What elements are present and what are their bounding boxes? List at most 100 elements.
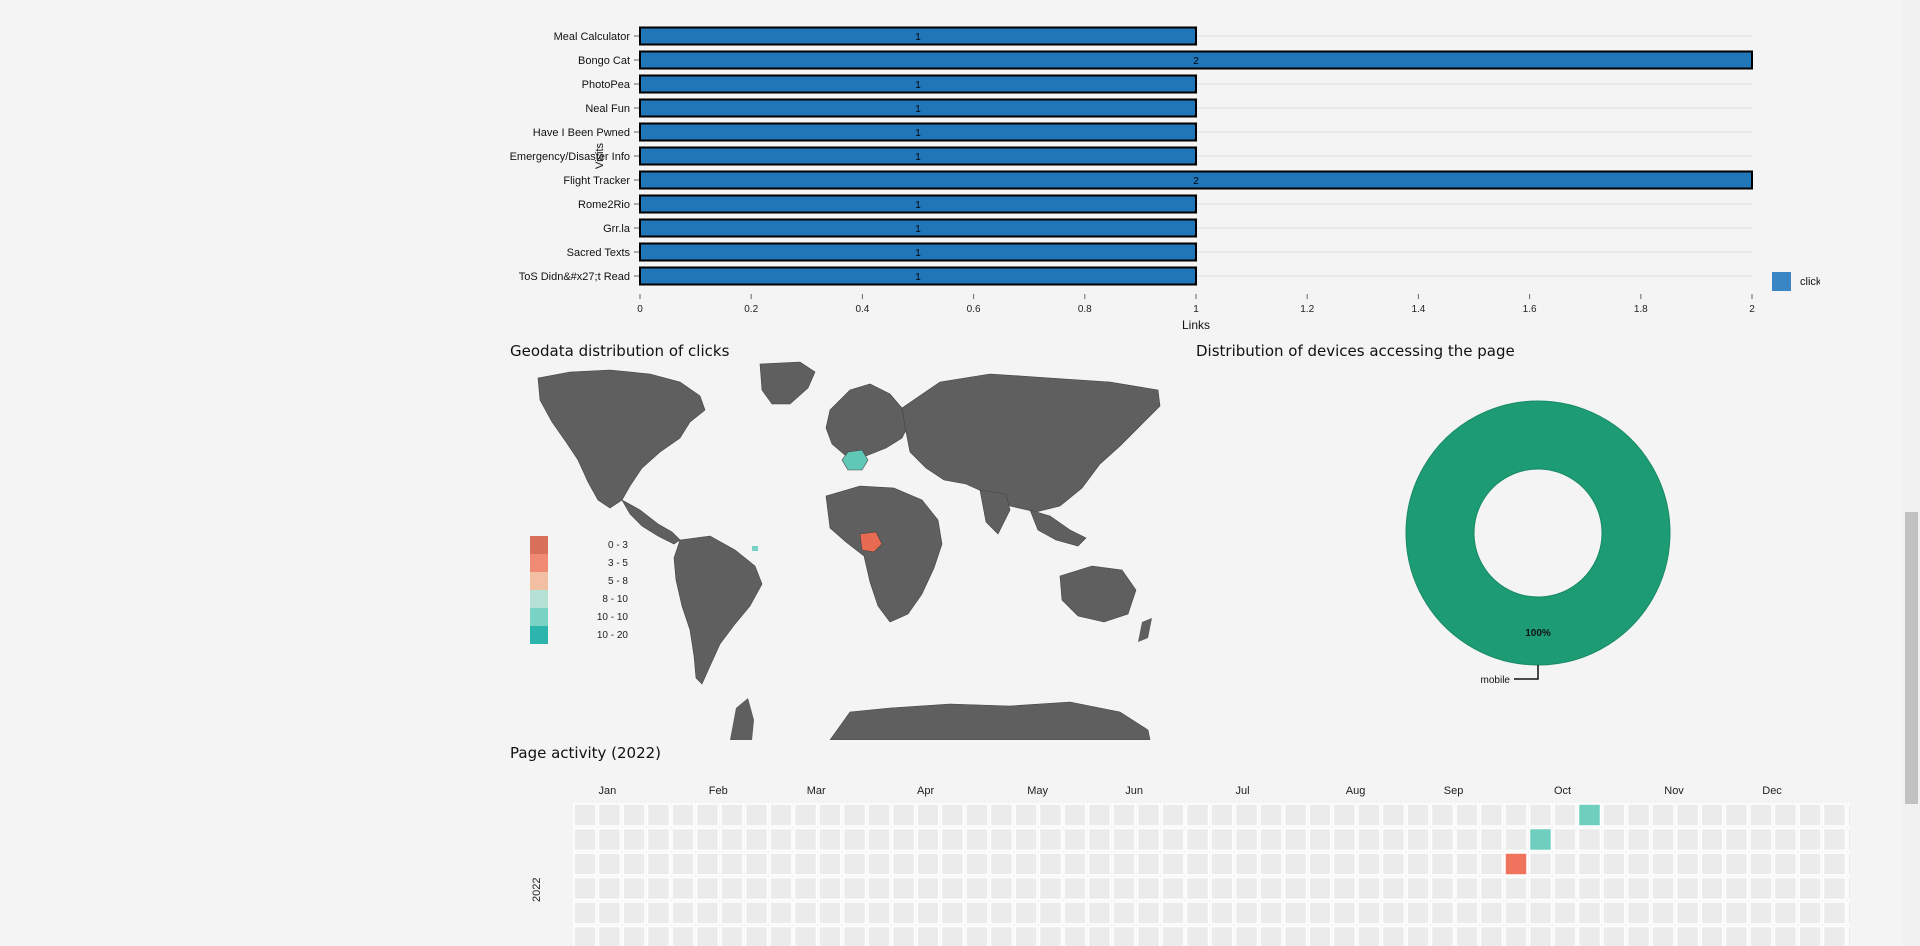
calendar-cell	[940, 876, 965, 901]
calendar-cell	[818, 852, 842, 876]
calendar-cell	[1479, 925, 1504, 946]
calendar-cell	[842, 827, 867, 852]
calendar-cell	[573, 827, 597, 852]
calendar-cell	[1626, 901, 1651, 925]
calendar-cell	[965, 925, 989, 946]
calendar-cell	[1553, 925, 1577, 946]
calendar-cell	[671, 925, 695, 946]
calendar-cell	[1161, 827, 1185, 852]
calendar-cell	[916, 803, 940, 827]
calendar-cell	[1504, 925, 1528, 946]
calendar-cell	[842, 876, 867, 901]
calendar-cell	[1724, 901, 1749, 925]
donut-data-label: 100%	[1525, 628, 1551, 639]
calendar-cell	[597, 827, 622, 852]
calendar-cell	[646, 901, 671, 925]
australia	[1059, 565, 1137, 623]
calendar-cell	[1283, 876, 1308, 901]
calendar-cell	[744, 852, 769, 876]
x-tick-label: 0.6	[967, 304, 981, 315]
calendar-cell	[1014, 901, 1038, 925]
calendar-cell	[1259, 925, 1283, 946]
x-tick-label: 0	[637, 304, 643, 315]
calendar-cell	[1602, 803, 1626, 827]
calendar-cell	[989, 852, 1014, 876]
calendar-cell	[940, 803, 965, 827]
calendar-cell	[1332, 827, 1357, 852]
geo-legend-label: 8 - 10	[602, 593, 628, 605]
calendar-cell	[695, 876, 720, 901]
calendar-cell	[1112, 803, 1136, 827]
calendar-cell	[1283, 925, 1308, 946]
calendar-cell	[1185, 876, 1210, 901]
category-label: Have I Been Pwned	[533, 127, 630, 139]
calendar-cell	[1504, 876, 1528, 901]
calendar-cell	[1798, 827, 1822, 852]
calendar-cell	[720, 901, 744, 925]
calendar-cell	[1724, 827, 1749, 852]
calendar-cell	[1406, 827, 1430, 852]
geo-legend-item: 10 - 20	[530, 626, 640, 644]
calendar-cell	[1063, 901, 1087, 925]
calendar-cell	[695, 803, 720, 827]
calendar-cell	[1406, 925, 1430, 946]
calendar-cell	[1773, 925, 1798, 946]
calendar-cell	[1283, 901, 1308, 925]
south-america-highlight	[752, 546, 758, 551]
category-label: Neal Fun	[585, 103, 630, 115]
calendar-cell	[1773, 852, 1798, 876]
calendar-cell	[646, 827, 671, 852]
calendar-cell	[1675, 925, 1700, 946]
devices-title: Distribution of devices accessing the pa…	[1196, 342, 1515, 360]
calendar-cell-active	[1577, 803, 1602, 827]
calendar-cell	[744, 925, 769, 946]
calendar-cell	[793, 901, 818, 925]
calendar-cell	[1651, 827, 1675, 852]
calendar-cell	[793, 876, 818, 901]
calendar-cell	[1063, 803, 1087, 827]
calendar-cell	[989, 901, 1014, 925]
new-zealand	[1138, 618, 1152, 642]
calendar-cell	[867, 901, 891, 925]
month-label: Mar	[807, 785, 826, 797]
bar-data-label: 2	[1193, 176, 1199, 187]
scrollbar-thumb[interactable]	[1905, 512, 1918, 804]
calendar-cell	[1112, 925, 1136, 946]
calendar-cell	[1700, 876, 1724, 901]
calendar-cell	[1136, 852, 1161, 876]
calendar-cell	[867, 852, 891, 876]
calendar-cell	[818, 876, 842, 901]
calendar-cell	[1014, 803, 1038, 827]
calendar-cell	[1798, 925, 1822, 946]
calendar-cell	[1626, 803, 1651, 827]
calendar-cell	[744, 803, 769, 827]
calendar-cell	[1626, 925, 1651, 946]
calendar-cell	[1798, 876, 1822, 901]
month-label: Nov	[1664, 785, 1684, 797]
geo-legend-swatch	[530, 536, 548, 554]
bar-data-label: 1	[915, 248, 921, 259]
calendar-cell	[1651, 876, 1675, 901]
calendar-cell	[1724, 803, 1749, 827]
calendar-cell	[1553, 876, 1577, 901]
calendar-cell	[1234, 876, 1259, 901]
geo-legend-swatch	[530, 608, 548, 626]
calendar-cell	[1773, 901, 1798, 925]
x-tick-label: 2	[1749, 304, 1755, 315]
bar	[639, 266, 1197, 286]
calendar-cell	[769, 901, 793, 925]
europe	[825, 383, 911, 457]
calendar-cell	[1847, 852, 1850, 876]
geo-legend-label: 5 - 8	[607, 575, 628, 587]
calendar-cell	[1626, 852, 1651, 876]
calendar-cell	[842, 803, 867, 827]
calendar-cell	[1577, 925, 1602, 946]
calendar-cell	[1798, 852, 1822, 876]
calendar-cell	[1430, 876, 1455, 901]
antarctic-peninsula	[730, 698, 754, 740]
calendar-cell	[1455, 827, 1479, 852]
links-bar-chart: 1 Meal Calculator 2 Bongo Cat 1 PhotoPea 1 Neal…	[510, 26, 1820, 332]
calendar-cell	[940, 827, 965, 852]
page-scrollbar[interactable]	[1903, 0, 1920, 946]
se-asia	[1029, 509, 1087, 547]
